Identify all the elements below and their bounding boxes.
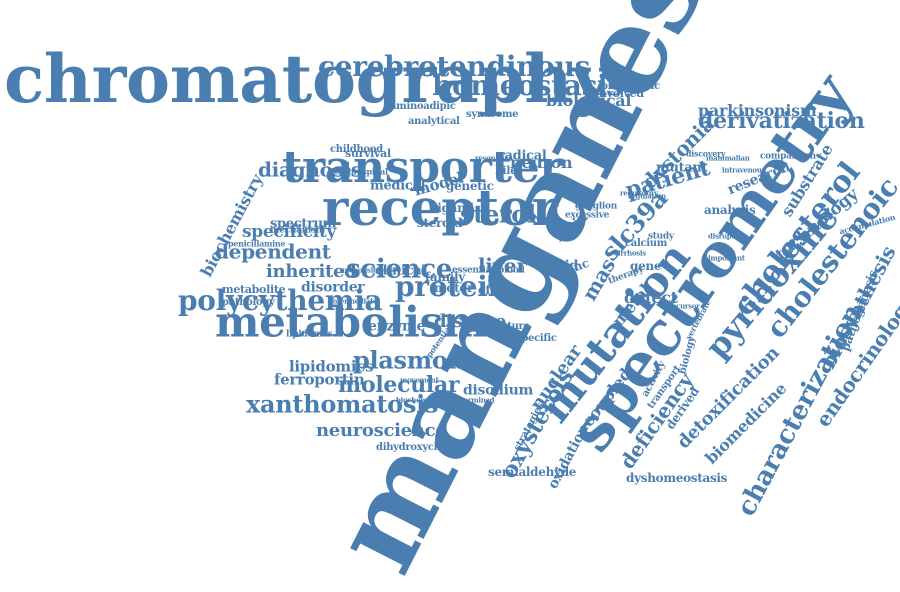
word-dihydroxycholest: dihydroxycholest [376, 441, 467, 453]
word-mutant: mutant [656, 160, 708, 176]
word-mechanism: mechanism [270, 225, 325, 236]
word-cerebrospinal: cerebrospinal [330, 166, 388, 177]
word-efflux: efflux [478, 283, 515, 298]
word-parkinsonism: parkinsonism [698, 100, 817, 120]
word-metabolite: metabolite [222, 282, 286, 296]
word-disrupt: disrupt [708, 231, 735, 241]
word-discovery: discovery [686, 148, 726, 159]
word-sterol: sterol [460, 199, 536, 229]
word-neuroscience: neuroscience [316, 420, 447, 442]
word-receptor: receptor [322, 178, 558, 237]
word-science: science [346, 254, 453, 285]
word-motor: motor [434, 281, 474, 296]
word-biochemical: biochemical [396, 395, 441, 405]
word-dyshomeostasis: dyshomeostasis [626, 471, 728, 486]
word-diagnosis: diagnosis [258, 157, 362, 182]
word-childhood: childhood [330, 143, 383, 155]
word-xanthomatosis: xanthomatosis [246, 389, 439, 419]
word-steroid: steroid [417, 216, 463, 231]
word-transporter: transporter [282, 141, 563, 193]
word-aminoadipic: aminoadipic [390, 100, 456, 112]
word-regulatory: regulatory [620, 188, 658, 198]
word-lipidomics: lipidomics [289, 357, 374, 376]
word-analysis: analysis [704, 203, 756, 218]
word-ganglion: ganglion [575, 201, 617, 212]
word-determined: determined [452, 395, 495, 405]
word-neuron: neuron [510, 152, 573, 172]
word-specific: specific [516, 332, 557, 344]
word-syndrome: syndrome [466, 108, 519, 120]
word-metabolism: metabolism [215, 297, 488, 347]
word-gene: gene [630, 259, 662, 274]
word-intravenous: intravenous [722, 165, 766, 175]
word-survival: survival [345, 146, 391, 160]
word-family: family [425, 270, 465, 285]
word-clinical: clinical [375, 263, 427, 279]
word-defect: defect [624, 287, 678, 307]
word-derivatization: derivatization [698, 107, 865, 134]
word-biological: biological [546, 90, 632, 110]
word-analytical: analytical [408, 115, 460, 127]
word-medical: medical [370, 178, 426, 194]
word-chromatography: chromatography [4, 39, 611, 118]
word-intermediate: intermediate [330, 296, 378, 306]
word-cirrhosis: cirrhosis [614, 248, 646, 258]
word-inherited: inherited [266, 261, 357, 283]
word-genetic: genetic [446, 179, 494, 194]
word-disodium: disodium [463, 382, 534, 399]
word-phenotypic: phenotypic [601, 80, 660, 92]
word-protein: protein [395, 270, 508, 304]
word-cerebrotendinous: cerebrotendinous [318, 50, 591, 84]
word-involved: involved [595, 86, 644, 100]
word-ferroportin: ferroportin [274, 370, 365, 389]
word-calcium: calcium [625, 237, 668, 249]
word-movement: movement [400, 375, 439, 385]
word-semialdehyde: semialdehyde [488, 465, 577, 480]
word-resonance: resonance [475, 153, 513, 163]
word-bile: bile [495, 163, 517, 177]
word-specificity: specificity [242, 222, 337, 243]
word-important: important [708, 253, 745, 263]
word-ligand: ligand [433, 201, 474, 216]
word-lipidomes: lipidomes [286, 329, 333, 340]
word-study: study [648, 231, 674, 242]
word-penicillamine: penicillamine [228, 238, 286, 249]
word-acid: acid [549, 258, 579, 274]
word-regulation: regulation [628, 191, 666, 201]
word-radical: radical [498, 148, 547, 164]
word-polycythemia: polycythemia [178, 284, 383, 318]
word-precursor: precursor [664, 301, 700, 311]
word-essential: essential [452, 265, 495, 276]
word-molecular: molecular [338, 371, 460, 398]
word-comparison: comparison [760, 151, 816, 162]
word-blood: blood [498, 265, 525, 276]
word-dependent: dependent [215, 239, 331, 264]
word-plasmon: plasmon [353, 345, 465, 375]
word-feature: feature [491, 320, 530, 332]
word-spectrum: spectrum [270, 216, 337, 232]
word-responsible: responsible [342, 265, 385, 275]
word-disorder: disorder [301, 279, 365, 296]
word-mammalian: mammalian [706, 153, 750, 163]
word-disease: disease [434, 311, 507, 333]
word-homeostasis: homeostasis [432, 69, 623, 103]
word-level: level [526, 213, 551, 225]
word-enzyme: enzyme [368, 318, 426, 335]
word-excessive: excessive [565, 210, 610, 221]
word-liver: liver [478, 253, 527, 278]
word-pathology: pathology [222, 296, 275, 308]
